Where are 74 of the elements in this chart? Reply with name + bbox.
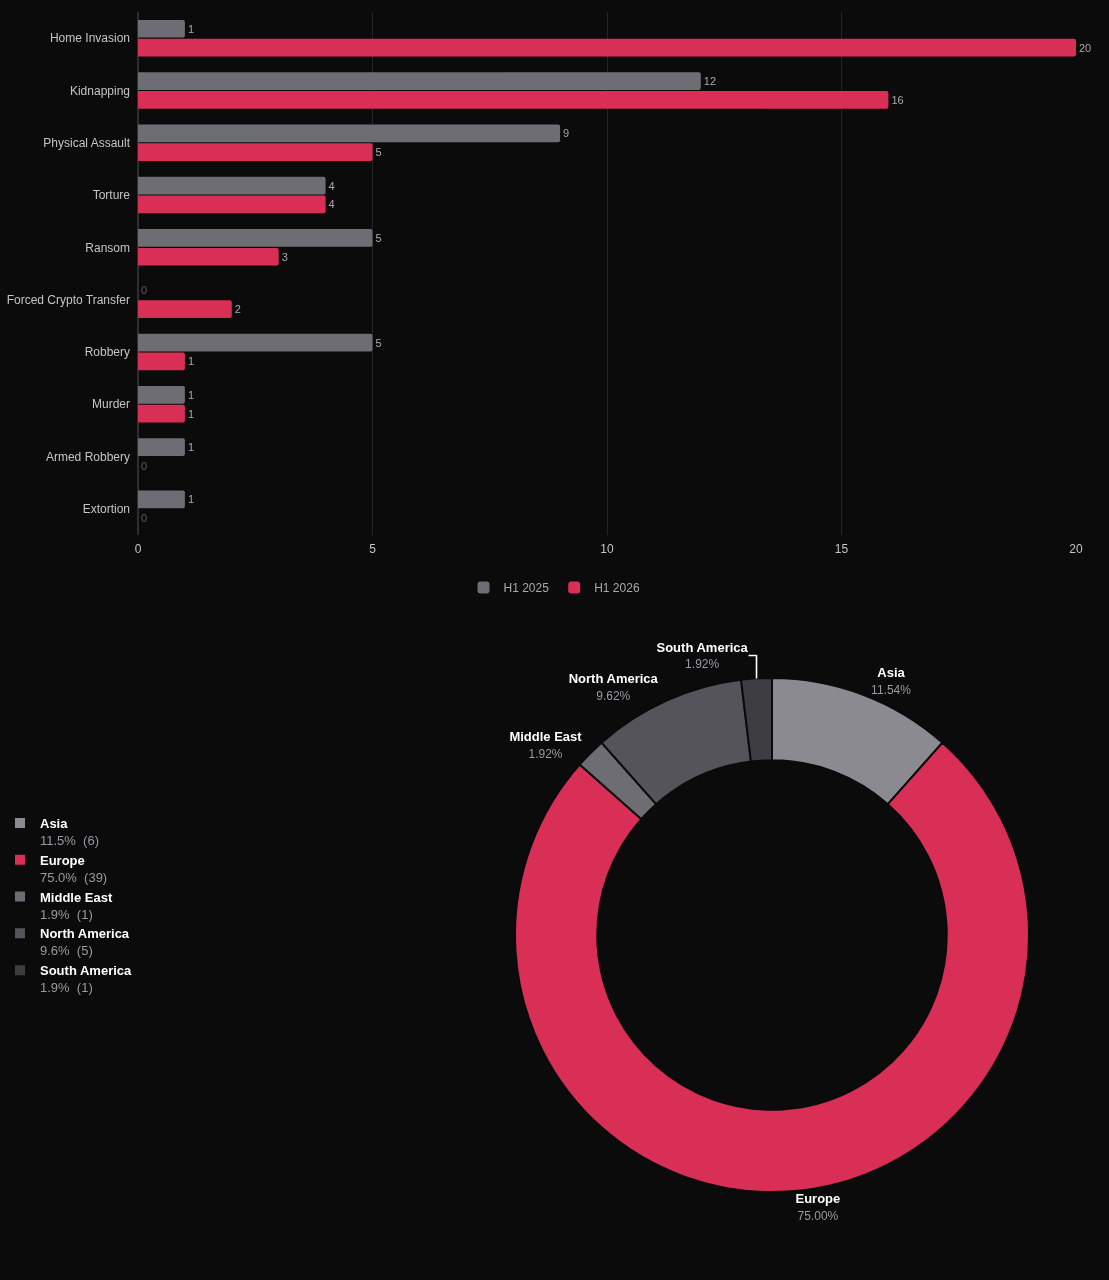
- data-label: 9.62%: [596, 689, 631, 704]
- data-label: 1: [187, 441, 195, 454]
- legend-label: South America: [40, 963, 133, 979]
- legend-label: H1 2026: [594, 581, 640, 596]
- bar: [138, 385, 185, 404]
- x-tick-label: 15: [834, 542, 849, 556]
- data-label: 0: [141, 284, 148, 297]
- y-tick-label: Robbery: [84, 345, 130, 360]
- y-tick-label: Armed Robbery: [45, 449, 130, 464]
- data-label: 5: [375, 336, 382, 349]
- legend-label: North America: [40, 926, 130, 942]
- slice-label: North America: [568, 671, 659, 687]
- bar: [138, 300, 232, 318]
- y-tick-label: Physical Assault: [43, 135, 131, 150]
- data-label: 4: [328, 198, 335, 211]
- x-tick-label: 0: [134, 542, 142, 556]
- slice-label: Middle East: [509, 729, 583, 745]
- data-label: 1: [187, 407, 195, 420]
- x-tick-label: 20: [1069, 542, 1083, 556]
- bar: [138, 438, 185, 456]
- data-label: 0: [141, 512, 148, 525]
- bar: [138, 124, 561, 143]
- bar: [138, 229, 373, 247]
- data-label: 1: [187, 493, 195, 506]
- data-label: 20: [1079, 41, 1092, 54]
- bar: [138, 195, 326, 214]
- data-label: 5: [375, 146, 382, 159]
- legend-label: Asia: [40, 816, 69, 832]
- bar: [138, 143, 373, 162]
- y-tick-label: Torture: [92, 188, 131, 203]
- bar: [138, 490, 185, 509]
- data-label: 1: [187, 388, 195, 401]
- text: 11.5% (6): [40, 832, 100, 848]
- bar: [138, 247, 279, 266]
- data-label: 1.92%: [685, 657, 720, 672]
- bar: [138, 333, 373, 352]
- data-label: 1: [187, 355, 195, 368]
- slice-label: Europe: [795, 1191, 841, 1207]
- y-tick-label: Extortion: [82, 502, 130, 517]
- y-tick-label: Kidnapping: [69, 83, 130, 98]
- data-label: 3: [281, 250, 288, 263]
- data-label: 9: [563, 127, 570, 140]
- bar: [138, 352, 185, 371]
- bar: [138, 404, 185, 423]
- data-label: 1.92%: [528, 747, 563, 762]
- data-label: 75.00%: [797, 1209, 839, 1224]
- text: 9.6% (5): [40, 943, 93, 959]
- data-label: 12: [703, 75, 717, 88]
- bar: [138, 176, 326, 195]
- data-label: 0: [141, 459, 148, 472]
- y-tick-label: Ransom: [85, 240, 130, 255]
- slice-label: South America: [656, 639, 749, 655]
- x-tick-label: 10: [600, 542, 614, 556]
- data-label: 1: [187, 22, 195, 35]
- bar: [138, 72, 701, 90]
- y-tick-label: Forced Crypto Transfer: [6, 292, 130, 307]
- data-label: 11.54%: [871, 682, 912, 697]
- text: 1.9% (1): [40, 906, 93, 922]
- bar: [138, 91, 889, 109]
- text: 1.9% (1): [40, 980, 93, 996]
- y-tick-label: Murder: [91, 397, 130, 412]
- data-label: 4: [328, 179, 335, 192]
- legend-label: Middle East: [40, 889, 113, 905]
- data-label: 16: [891, 93, 904, 106]
- data-label: 5: [375, 231, 382, 244]
- bar: [138, 38, 1076, 57]
- y-tick-label: Home Invasion: [49, 31, 130, 46]
- text: 75.0% (39): [40, 869, 108, 885]
- bar: [138, 19, 185, 38]
- x-tick-label: 5: [369, 542, 377, 556]
- legend-label: H1 2025: [503, 581, 550, 596]
- slice-label: Asia: [877, 664, 906, 680]
- data-label: 2: [234, 303, 241, 316]
- legend-label: Europe: [40, 852, 85, 868]
